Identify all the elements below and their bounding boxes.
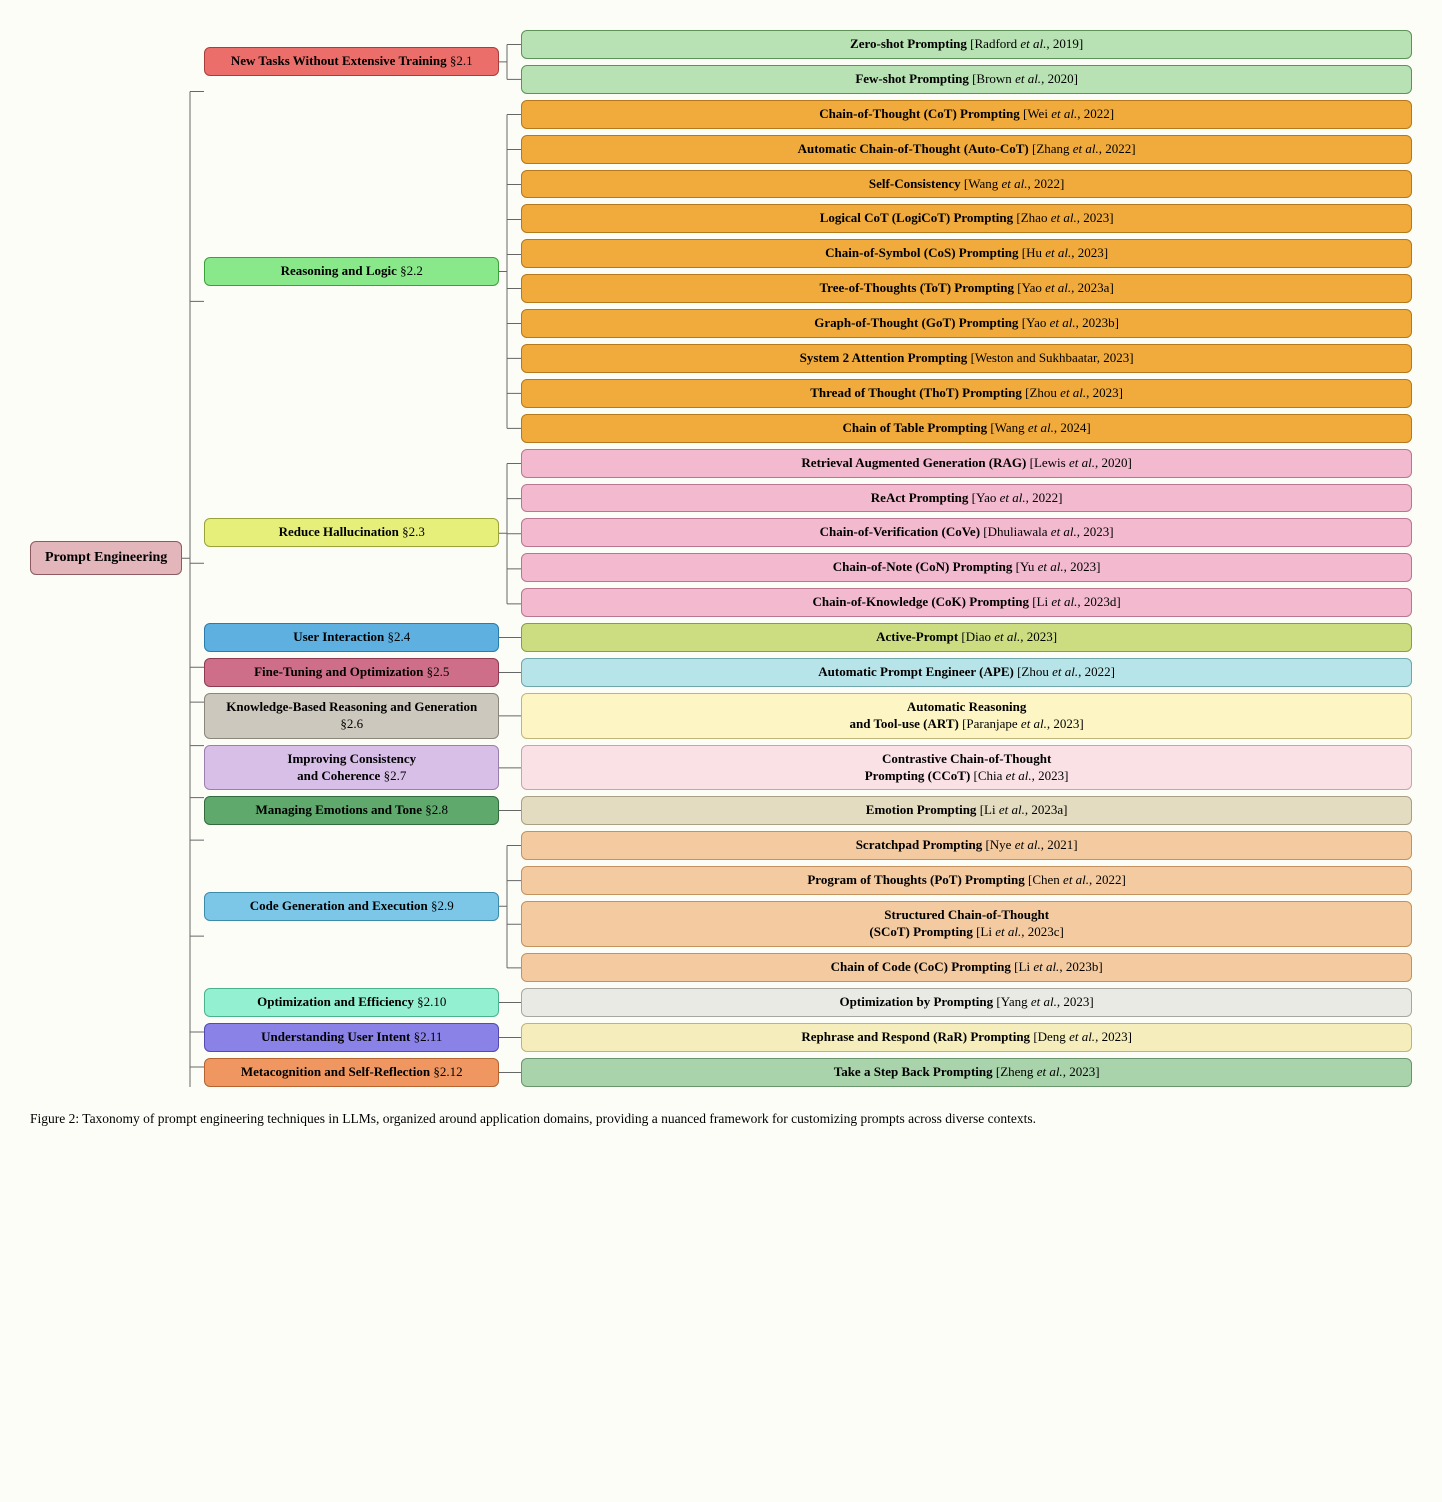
leaves-column: Active-Prompt [Diao et al., 2023] — [521, 623, 1412, 652]
leaf-node: Chain-of-Thought (CoT) Prompting [Wei et… — [521, 100, 1412, 129]
category-connector — [499, 745, 521, 791]
category-row: Code Generation and Execution §2.9 Scratc… — [204, 831, 1412, 981]
caption-text: Taxonomy of prompt engineering technique… — [82, 1111, 1036, 1126]
category-node: Knowledge-Based Reasoning and Generation… — [204, 693, 499, 739]
leaf-node: Tree-of-Thoughts (ToT) Prompting [Yao et… — [521, 274, 1412, 303]
leaf-node: Retrieval Augmented Generation (RAG) [Le… — [521, 449, 1412, 478]
category-connector — [499, 30, 521, 94]
category-node: User Interaction §2.4 — [204, 623, 499, 652]
leaf-node: Automatic Reasoningand Tool-use (ART) [P… — [521, 693, 1412, 739]
category-node: Reasoning and Logic §2.2 — [204, 257, 499, 286]
leaf-node: Rephrase and Respond (RaR) Prompting [De… — [521, 1023, 1412, 1052]
category-node: Improving Consistencyand Coherence §2.7 — [204, 745, 499, 791]
leaf-node: Logical CoT (LogiCoT) Prompting [Zhao et… — [521, 204, 1412, 233]
leaf-node: Graph-of-Thought (GoT) Prompting [Yao et… — [521, 309, 1412, 338]
category-connector — [499, 831, 521, 981]
figure-caption: Figure 2: Taxonomy of prompt engineering… — [30, 1109, 1050, 1129]
category-connector — [499, 988, 521, 1017]
leaf-node: ReAct Prompting [Yao et al., 2022] — [521, 484, 1412, 513]
category-row: Optimization and Efficiency §2.10 Optimiz… — [204, 988, 1412, 1017]
category-node: New Tasks Without Extensive Training §2.… — [204, 47, 499, 76]
leaves-column: Zero-shot Prompting [Radford et al., 201… — [521, 30, 1412, 94]
leaf-node: Optimization by Prompting [Yang et al., … — [521, 988, 1412, 1017]
leaf-node: Thread of Thought (ThoT) Prompting [Zhou… — [521, 379, 1412, 408]
leaves-column: Rephrase and Respond (RaR) Prompting [De… — [521, 1023, 1412, 1052]
category-row: Fine-Tuning and Optimization §2.5 Automat… — [204, 658, 1412, 687]
categories-column: New Tasks Without Extensive Training §2.… — [204, 30, 1412, 1087]
category-row: Reasoning and Logic §2.2 Chain-of-Thought… — [204, 100, 1412, 443]
leaves-column: Retrieval Augmented Generation (RAG) [Le… — [521, 449, 1412, 617]
leaf-node: Emotion Prompting [Li et al., 2023a] — [521, 796, 1412, 825]
leaf-node: Zero-shot Prompting [Radford et al., 201… — [521, 30, 1412, 59]
category-row: Metacognition and Self-Reflection §2.12 T… — [204, 1058, 1412, 1087]
category-row: User Interaction §2.4 Active-Prompt [Diao… — [204, 623, 1412, 652]
category-connector — [499, 1023, 521, 1052]
leaves-column: Chain-of-Thought (CoT) Prompting [Wei et… — [521, 100, 1412, 443]
leaf-node: Chain of Table Prompting [Wang et al., 2… — [521, 414, 1412, 443]
category-node: Understanding User Intent §2.11 — [204, 1023, 499, 1052]
category-row: New Tasks Without Extensive Training §2.… — [204, 30, 1412, 94]
root-connector — [182, 30, 204, 1087]
category-connector — [499, 623, 521, 652]
leaf-node: Take a Step Back Prompting [Zheng et al.… — [521, 1058, 1412, 1087]
leaves-column: Emotion Prompting [Li et al., 2023a] — [521, 796, 1412, 825]
leaf-node: Scratchpad Prompting [Nye et al., 2021] — [521, 831, 1412, 860]
leaf-node: Program of Thoughts (PoT) Prompting [Che… — [521, 866, 1412, 895]
category-connector — [499, 658, 521, 687]
leaves-column: Automatic Prompt Engineer (APE) [Zhou et… — [521, 658, 1412, 687]
category-node: Managing Emotions and Tone §2.8 — [204, 796, 499, 825]
leaf-node: Chain-of-Verification (CoVe) [Dhuliawala… — [521, 518, 1412, 547]
category-row: Knowledge-Based Reasoning and Generation… — [204, 693, 1412, 739]
leaf-node: Chain-of-Symbol (CoS) Prompting [Hu et a… — [521, 239, 1412, 268]
leaf-node: System 2 Attention Prompting [Weston and… — [521, 344, 1412, 373]
category-node: Optimization and Efficiency §2.10 — [204, 988, 499, 1017]
category-row: Understanding User Intent §2.11 Rephrase … — [204, 1023, 1412, 1052]
leaf-node: Self-Consistency [Wang et al., 2022] — [521, 170, 1412, 199]
category-connector — [499, 100, 521, 443]
category-connector — [499, 1058, 521, 1087]
category-node: Reduce Hallucination §2.3 — [204, 518, 499, 547]
category-row: Improving Consistencyand Coherence §2.7 C… — [204, 745, 1412, 791]
leaves-column: Contrastive Chain-of-ThoughtPrompting (C… — [521, 745, 1412, 791]
leaf-node: Active-Prompt [Diao et al., 2023] — [521, 623, 1412, 652]
leaves-column: Take a Step Back Prompting [Zheng et al.… — [521, 1058, 1412, 1087]
leaf-node: Chain of Code (CoC) Prompting [Li et al.… — [521, 953, 1412, 982]
leaves-column: Automatic Reasoningand Tool-use (ART) [P… — [521, 693, 1412, 739]
category-row: Reduce Hallucination §2.3 Retrieval Augme… — [204, 449, 1412, 617]
category-node: Fine-Tuning and Optimization §2.5 — [204, 658, 499, 687]
root-label: Prompt Engineering — [45, 550, 167, 565]
leaf-node: Few-shot Prompting [Brown et al., 2020] — [521, 65, 1412, 94]
leaves-column: Optimization by Prompting [Yang et al., … — [521, 988, 1412, 1017]
category-node: Code Generation and Execution §2.9 — [204, 892, 499, 921]
leaves-column: Scratchpad Prompting [Nye et al., 2021] P… — [521, 831, 1412, 981]
leaf-node: Contrastive Chain-of-ThoughtPrompting (C… — [521, 745, 1412, 791]
caption-label: Figure 2: — [30, 1111, 79, 1126]
leaf-node: Chain-of-Note (CoN) Prompting [Yu et al.… — [521, 553, 1412, 582]
category-connector — [499, 693, 521, 739]
category-connector — [499, 449, 521, 617]
leaf-node: Structured Chain-of-Thought(SCoT) Prompt… — [521, 901, 1412, 947]
category-connector — [499, 796, 521, 825]
category-node: Metacognition and Self-Reflection §2.12 — [204, 1058, 499, 1087]
leaf-node: Automatic Chain-of-Thought (Auto-CoT) [Z… — [521, 135, 1412, 164]
leaf-node: Automatic Prompt Engineer (APE) [Zhou et… — [521, 658, 1412, 687]
leaf-node: Chain-of-Knowledge (CoK) Prompting [Li e… — [521, 588, 1412, 617]
root-node: Prompt Engineering — [30, 541, 182, 575]
taxonomy-tree: Prompt Engineering New Tasks Without Ext… — [30, 30, 1412, 1087]
category-row: Managing Emotions and Tone §2.8 Emotion P… — [204, 796, 1412, 825]
